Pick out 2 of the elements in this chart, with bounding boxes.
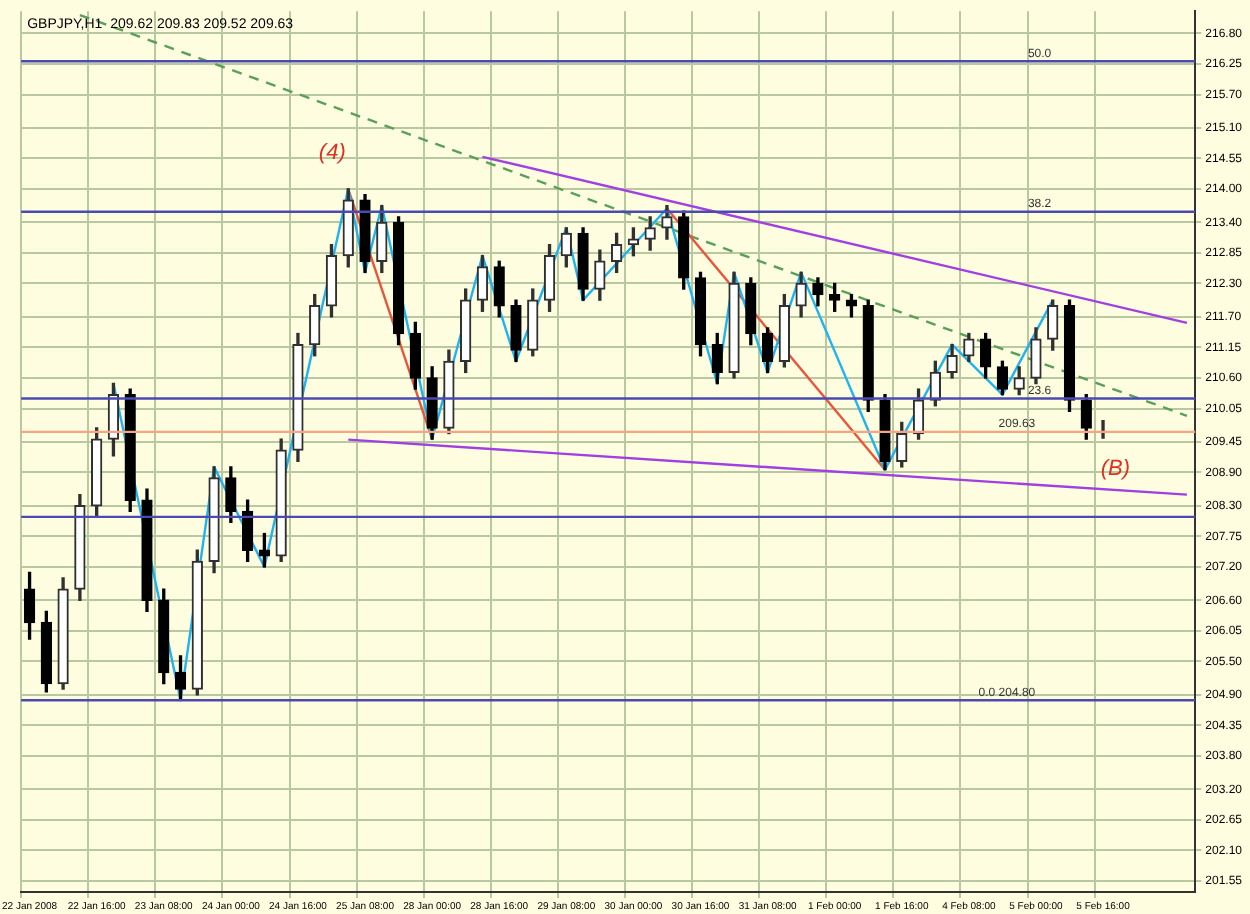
annotation: (4) <box>318 141 347 166</box>
annotation: (B) <box>1100 457 1131 482</box>
